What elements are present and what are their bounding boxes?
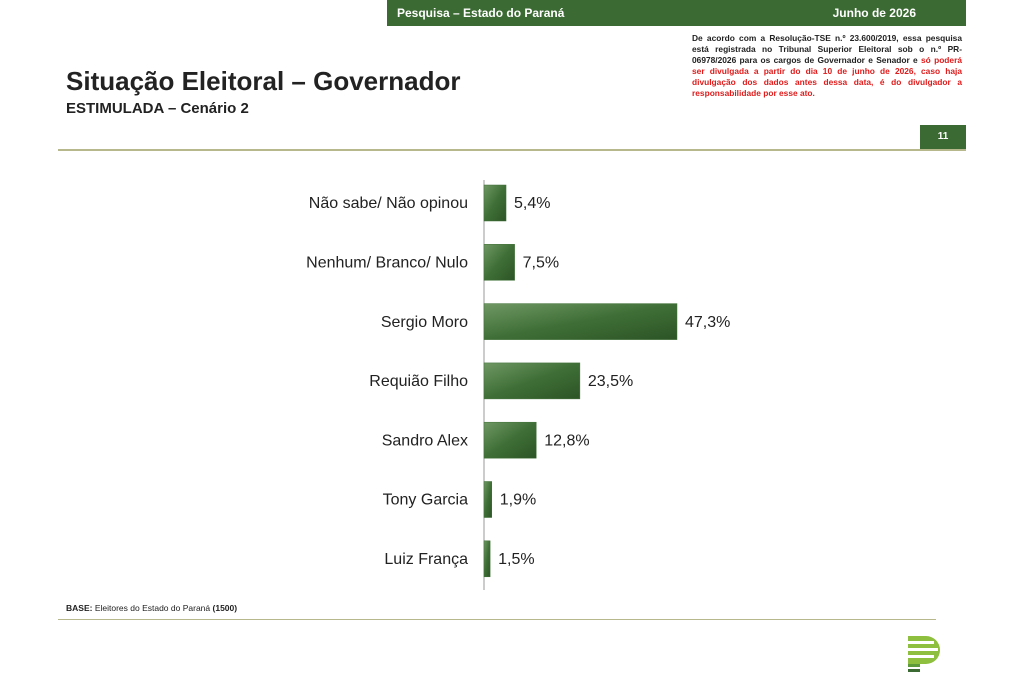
value-label: 7,5% (523, 255, 559, 272)
category-label: Tony Garcia (383, 492, 468, 509)
value-label: 47,3% (685, 314, 730, 331)
disclaimer: De acordo com a Resolução-TSE n.º 23.600… (692, 33, 962, 99)
divider (58, 149, 966, 151)
base-count: (1500) (212, 603, 238, 613)
bar (483, 303, 678, 340)
category-label: Requião Filho (369, 373, 468, 390)
disclaimer-warning: só poderá ser divulgada a partir do dia … (692, 55, 963, 98)
base-label: BASE: (66, 603, 93, 613)
title: Situação Eleitoral – Governador (66, 66, 461, 96)
base-text: Eleitores do Estado do Paraná (94, 603, 211, 613)
bar (483, 362, 581, 400)
category-label: Nenhum/ Branco/ Nulo (306, 255, 468, 272)
category-label: Sandro Alex (382, 432, 468, 449)
bar (483, 481, 493, 518)
subtitle: ESTIMULADA – Cenário 2 (66, 100, 249, 117)
logo (908, 636, 940, 672)
header-bar: Pesquisa – Estado do Paraná Junho de 202… (387, 0, 966, 26)
value-label: 12,8% (544, 432, 589, 449)
base-note: BASE: Eleitores do Estado do Paraná (150… (66, 603, 237, 613)
survey-date: Junho de 2026 (832, 6, 916, 20)
bar (483, 540, 491, 578)
disclaimer-text: De acordo com a Resolução-TSE n.º 23.600… (692, 33, 962, 65)
page-number: 11 (920, 125, 966, 149)
value-label: 5,4% (514, 195, 550, 212)
survey-name: Pesquisa – Estado do Paraná (397, 6, 565, 20)
value-label: 1,9% (500, 492, 536, 509)
bar (483, 421, 537, 459)
bar (483, 244, 515, 281)
bar (483, 184, 507, 222)
category-label: Luiz França (384, 551, 468, 568)
category-label: Não sabe/ Não opinou (309, 195, 468, 212)
value-label: 1,5% (498, 551, 534, 568)
value-label: 23,5% (588, 373, 633, 390)
category-label: Sergio Moro (381, 314, 468, 331)
footer-rule (58, 619, 936, 620)
